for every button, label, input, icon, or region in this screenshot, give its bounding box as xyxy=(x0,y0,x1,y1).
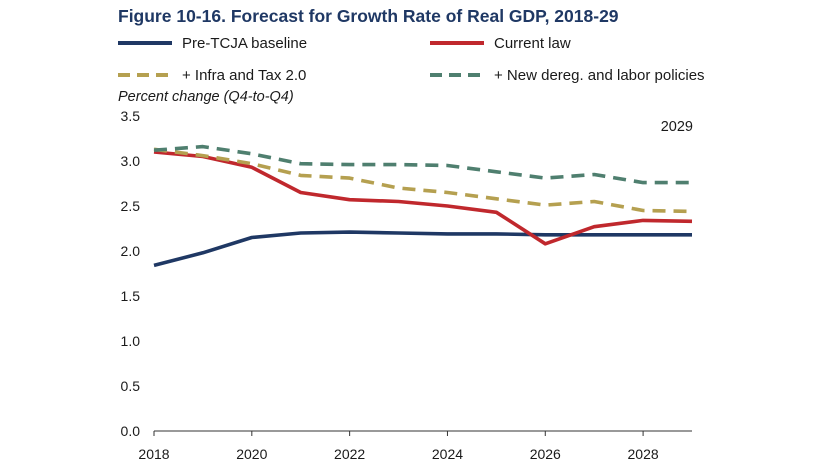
legend-label-0: Pre-TCJA baseline xyxy=(182,35,307,52)
series-line-3 xyxy=(153,144,692,185)
axes: 0.0 0.5 1.0 1.5 2.0 2.5 3.0 3.5 2018 2020 2022 2024… xyxy=(121,108,692,462)
legend-label-3: + New dereg. and labor policies xyxy=(494,67,705,84)
series-line-1 xyxy=(153,150,693,246)
year-annotation: 2029 xyxy=(661,119,693,135)
x-tick-label-1: 2020 xyxy=(236,446,267,462)
y-tick-label-4: 2.0 xyxy=(121,243,141,259)
y-tick-label-2: 1.0 xyxy=(121,333,141,349)
x-tick-label-5: 2028 xyxy=(628,446,659,462)
x-tick-label-3: 2024 xyxy=(432,446,463,462)
chart-title: Figure 10-16. Forecast for Growth Rate o… xyxy=(118,6,619,26)
y-tick-label-5: 2.5 xyxy=(121,198,141,214)
legend-label-2: + Infra and Tax 2.0 xyxy=(182,67,306,84)
y-tick-label-7: 3.5 xyxy=(121,108,141,124)
x-tick-label-2: 2022 xyxy=(334,446,365,462)
legend-label-1: Current law xyxy=(494,35,571,52)
x-tick-label-4: 2026 xyxy=(530,446,561,462)
plot-area xyxy=(153,144,693,268)
series-line-0 xyxy=(153,230,692,268)
y-axis-label: Percent change (Q4-to-Q4) xyxy=(118,89,294,105)
series-line-2 xyxy=(153,147,693,214)
y-tick-label-6: 3.0 xyxy=(121,153,141,169)
legend: Pre-TCJA baseline Current law + Infra and … xyxy=(118,35,705,84)
x-tick-label-0: 2018 xyxy=(138,446,169,462)
y-tick-label-3: 1.5 xyxy=(121,288,141,304)
y-tick-label-0: 0.0 xyxy=(121,423,141,439)
y-tick-label-1: 0.5 xyxy=(121,378,141,394)
